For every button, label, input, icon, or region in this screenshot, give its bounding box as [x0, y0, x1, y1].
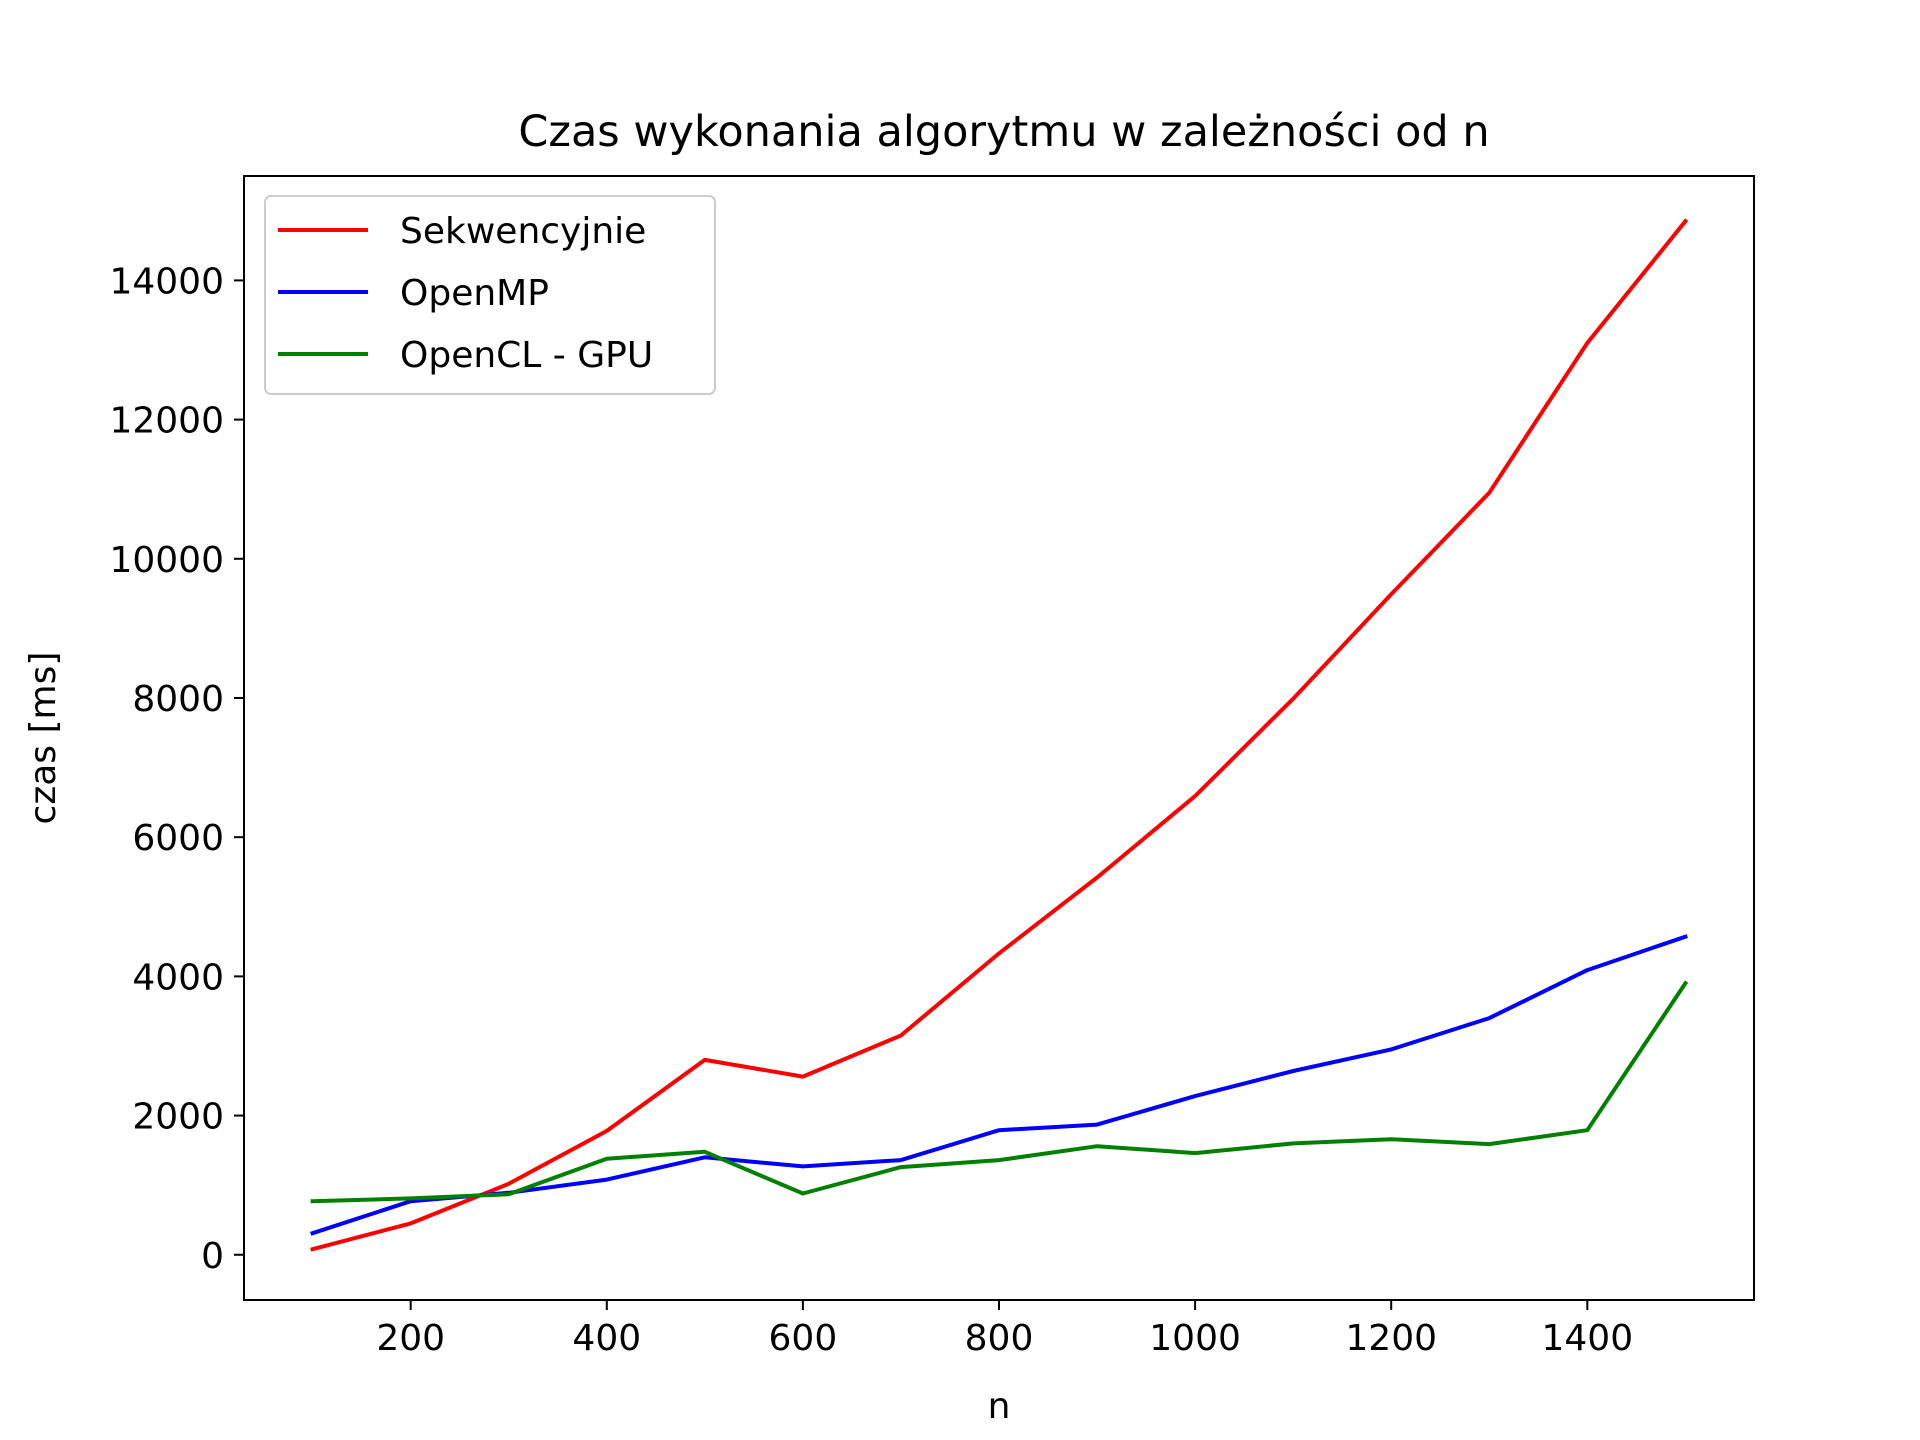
- legend-label-3: OpenCL - GPU: [400, 335, 653, 376]
- x-axis: 200 400 600 800 1000 1200 1400: [376, 1300, 1633, 1359]
- y-tick-label: 8000: [132, 679, 224, 720]
- y-tick-label: 4000: [132, 957, 224, 998]
- series-layer: [310, 218, 1689, 1252]
- x-axis-label: n: [988, 1386, 1011, 1427]
- series-line-3: [310, 980, 1689, 1204]
- series-line-1: [310, 218, 1689, 1252]
- y-tick-label: 0: [201, 1236, 224, 1277]
- y-tick-label: 12000: [109, 401, 224, 442]
- y-tick-label: 14000: [109, 261, 224, 302]
- x-tick-label: 1000: [1149, 1318, 1241, 1359]
- legend-items: Sekwencyjnie OpenMP OpenCL - GPU: [278, 211, 653, 376]
- y-axis-label: czas [ms]: [23, 652, 64, 825]
- x-tick-label: 800: [965, 1318, 1034, 1359]
- x-tick-label: 1200: [1345, 1318, 1437, 1359]
- x-tick-label: 200: [376, 1318, 445, 1359]
- x-tick-label: 600: [769, 1318, 838, 1359]
- series-line-2: [310, 934, 1688, 1236]
- legend-label-1: Sekwencyjnie: [400, 211, 646, 252]
- x-tick-label: 400: [572, 1318, 641, 1359]
- y-axis: 0 2000 4000 6000 8000 10000 12000 14000: [109, 261, 244, 1277]
- legend: Sekwencyjnie OpenMP OpenCL - GPU: [264, 195, 716, 395]
- y-tick-label: 6000: [132, 818, 224, 859]
- legend-label-2: OpenMP: [400, 273, 549, 314]
- y-tick-label: 2000: [132, 1097, 224, 1138]
- x-tick-label: 1400: [1541, 1318, 1633, 1359]
- y-tick-label: 10000: [109, 540, 224, 581]
- legend-frame: [264, 195, 716, 395]
- chart-title: Czas wykonania algorytmu w zależności od…: [518, 107, 1489, 157]
